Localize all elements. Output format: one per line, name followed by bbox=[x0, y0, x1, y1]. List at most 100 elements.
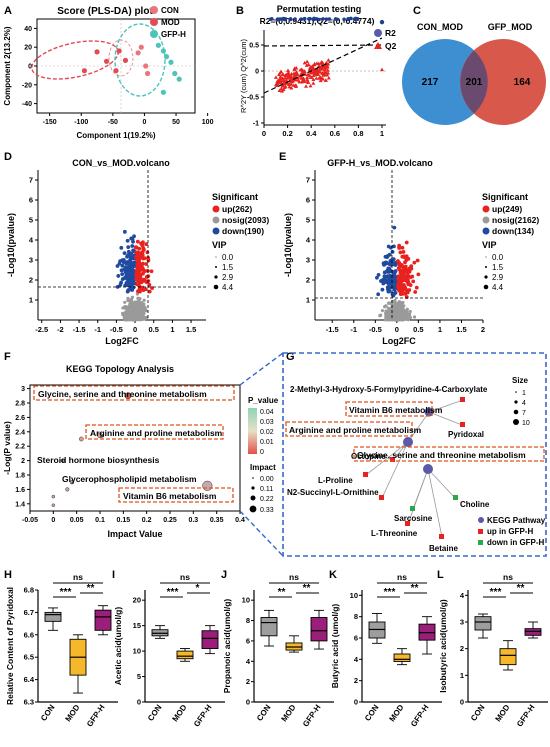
q2-point bbox=[326, 62, 331, 66]
down-point bbox=[129, 251, 134, 256]
y-tick-label: -1 bbox=[253, 121, 259, 128]
x-tick-label: -1 bbox=[94, 325, 101, 334]
x-tick-label: -1.5 bbox=[73, 325, 86, 334]
volcano-points bbox=[115, 229, 154, 322]
pathway-points bbox=[51, 392, 213, 507]
down-point bbox=[376, 292, 381, 297]
legend-label: CON bbox=[161, 6, 179, 15]
highlight-box bbox=[285, 421, 413, 437]
q2-point bbox=[318, 78, 323, 83]
plot-frame bbox=[29, 384, 241, 512]
sig-label: ns bbox=[180, 572, 190, 582]
up-point bbox=[137, 246, 142, 251]
up-point bbox=[141, 247, 146, 252]
q2-point bbox=[314, 76, 319, 80]
legend-label: down(134) bbox=[492, 226, 534, 236]
r2-regression-line bbox=[263, 44, 383, 47]
metabolite-node-down bbox=[453, 495, 458, 500]
score-point-mod bbox=[103, 58, 110, 64]
score-point-con bbox=[143, 63, 149, 69]
highlight-box bbox=[118, 487, 234, 503]
panel-letter: F bbox=[4, 351, 11, 363]
y-tick-label: 6.4 bbox=[24, 675, 35, 684]
down-point bbox=[376, 272, 381, 277]
q2-point bbox=[312, 62, 317, 67]
nosig-point bbox=[400, 314, 405, 318]
box bbox=[176, 650, 194, 660]
nosig-point bbox=[393, 298, 397, 303]
nosig-point bbox=[396, 310, 400, 314]
nosig-point bbox=[131, 302, 135, 306]
x-tick-label: -50 bbox=[108, 119, 118, 126]
metabolite-label: Betaine bbox=[429, 544, 458, 553]
x-axis-label: Log2FC bbox=[105, 336, 139, 346]
size-tick: 4 bbox=[522, 400, 526, 407]
legend: Significant up(262) nosig(2093) down(190… bbox=[212, 192, 269, 292]
sig-label: * bbox=[196, 583, 200, 594]
y-axis-label: Butyric acid (umol/g) bbox=[330, 604, 340, 689]
panel-c: C CON_MOD GFP_MOD 217 201 164 bbox=[402, 5, 546, 125]
nosig-point bbox=[405, 307, 409, 311]
up-point bbox=[139, 262, 144, 267]
size-marker bbox=[513, 419, 519, 425]
up-point bbox=[137, 260, 141, 264]
pathway-label: Steroid hormone biosynthesis bbox=[37, 455, 160, 465]
y-tick-label: 1 bbox=[306, 296, 310, 305]
nosig-point bbox=[399, 308, 403, 313]
q2-point bbox=[318, 75, 323, 79]
nosig-point bbox=[123, 305, 127, 309]
q2-regression-line bbox=[263, 37, 383, 94]
axis-ticks: -0.05 0 0.05 0.1 0.15 0.2 0.25 0.3 0.35 0.4 1.4 1.6… bbox=[15, 386, 245, 524]
box-plot-panel: H Relative Content of Pyridoxal 6.3 6.4 6.5 6… bbox=[4, 569, 118, 729]
up-point bbox=[416, 272, 421, 277]
vip-marker bbox=[484, 275, 488, 279]
score-point-gfp bbox=[163, 54, 170, 60]
box bbox=[94, 609, 112, 631]
y-axis-label: -Log(P value) bbox=[2, 421, 12, 475]
q2-point bbox=[305, 59, 310, 64]
r2-point bbox=[302, 16, 307, 21]
nosig-point bbox=[380, 308, 384, 313]
q2-point bbox=[298, 68, 303, 72]
highlight-box bbox=[85, 424, 224, 440]
pathway-point bbox=[51, 503, 56, 507]
up-point bbox=[137, 287, 142, 292]
up-point bbox=[399, 276, 404, 281]
sig-label: ns bbox=[397, 572, 407, 582]
x-tick-label: 0.2 bbox=[282, 129, 292, 138]
x-tick-label: 1 bbox=[380, 129, 384, 138]
vip-label: 0.0 bbox=[222, 253, 234, 262]
y-tick-label: 20 bbox=[133, 596, 141, 605]
y-tick-label: 8 bbox=[354, 612, 358, 621]
venn-right-label: GFP_MOD bbox=[488, 22, 533, 32]
down-point bbox=[124, 270, 128, 275]
q2-point bbox=[311, 81, 316, 85]
down-point bbox=[125, 276, 130, 281]
x-tick-label: 0.8 bbox=[353, 129, 363, 138]
q2-point bbox=[311, 66, 316, 71]
q2-point bbox=[283, 84, 288, 88]
x-tick-label: GFP-H bbox=[515, 703, 537, 729]
legend-label: nosig(2093) bbox=[222, 215, 269, 225]
y-tick-label: 4 bbox=[306, 236, 311, 245]
x-tick-label: 0.15 bbox=[117, 517, 131, 524]
up-point bbox=[403, 285, 408, 290]
x-tick-label: MOD bbox=[280, 703, 298, 724]
down-point bbox=[125, 238, 130, 243]
q2-point bbox=[287, 84, 292, 89]
down-point bbox=[393, 263, 398, 267]
up-point bbox=[399, 287, 404, 292]
y-tick-label: 6.5 bbox=[24, 653, 34, 662]
x-tick-label: GFP-H bbox=[192, 703, 214, 729]
up-point bbox=[138, 279, 143, 284]
y-tick-label: 8 bbox=[246, 616, 250, 625]
q2-point bbox=[296, 75, 301, 80]
x-tick-label: -1 bbox=[350, 325, 357, 334]
nosig-point bbox=[396, 304, 400, 308]
legend-marker-con bbox=[150, 6, 158, 14]
up-point bbox=[404, 258, 409, 263]
nosig-point bbox=[131, 312, 135, 317]
y-tick-label: 2.6 bbox=[15, 415, 25, 422]
q2-point bbox=[289, 82, 294, 86]
score-point-con bbox=[138, 44, 144, 50]
